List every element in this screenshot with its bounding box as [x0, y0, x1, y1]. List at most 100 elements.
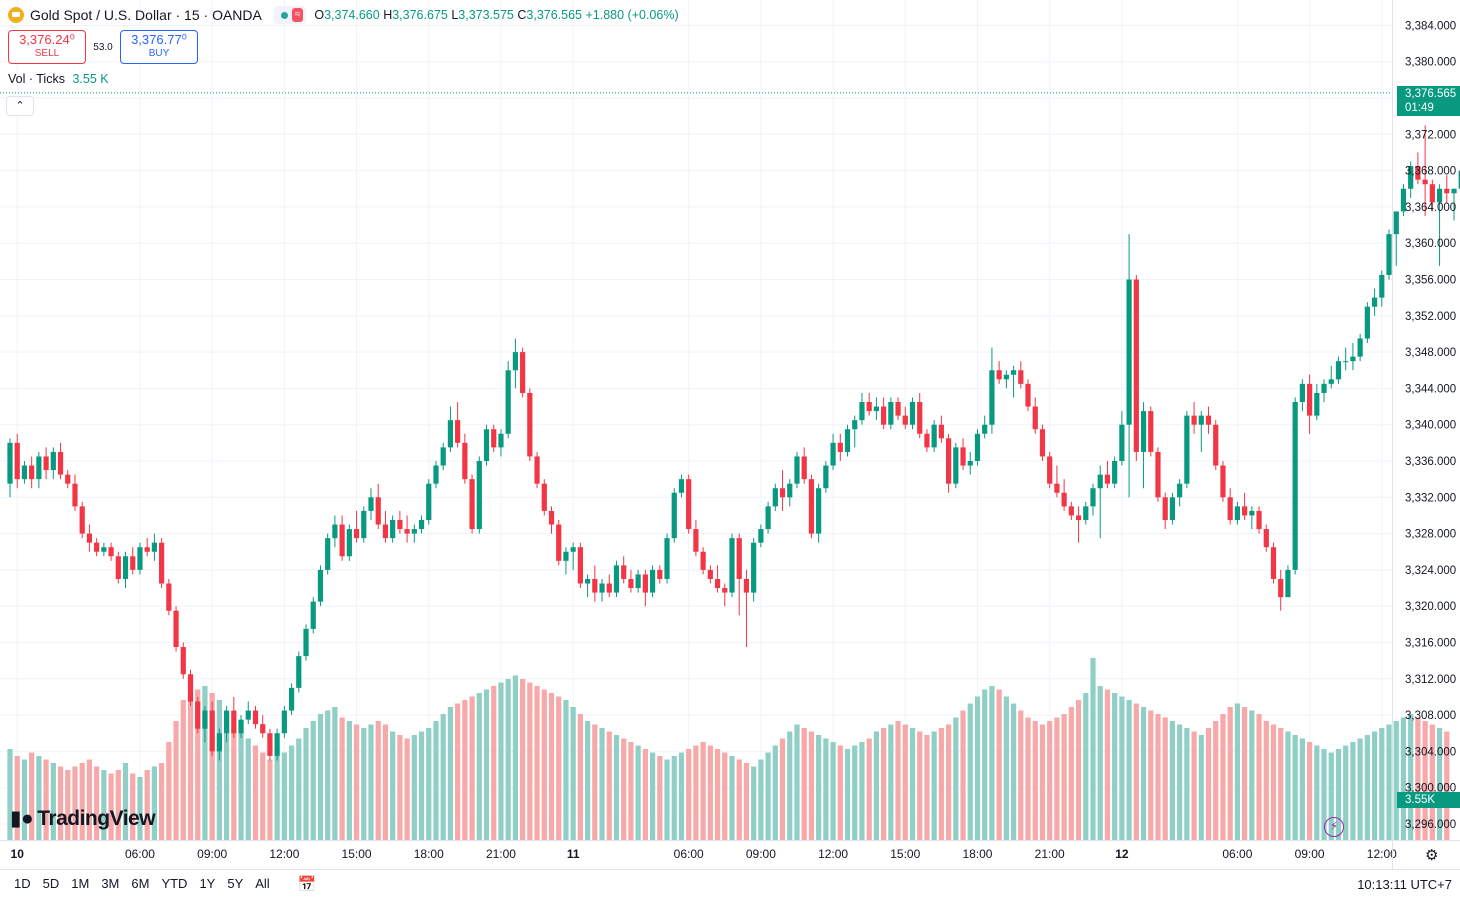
open-label: O: [314, 8, 325, 22]
volume-indicator-legend[interactable]: Vol · Ticks 3.55 K: [8, 72, 109, 86]
candle-body: [447, 420, 454, 448]
volume-bar: [1198, 735, 1204, 840]
volume-bar: [1270, 724, 1277, 840]
candle-body: [159, 542, 165, 584]
volume-bar: [288, 745, 295, 840]
sell-button[interactable]: 3,376.24⁰ SELL: [8, 30, 86, 64]
candle-body: [1148, 411, 1154, 452]
candle-body: [657, 569, 663, 579]
candle-body: [1400, 188, 1407, 212]
volume-bar: [1032, 721, 1038, 840]
candle-body: [1436, 188, 1443, 203]
volume-bar: [1307, 742, 1313, 840]
volume-bar: [520, 679, 526, 840]
volume-bar: [339, 717, 345, 840]
range-3m[interactable]: 3M: [101, 876, 120, 891]
market-status-pill[interactable]: ≈: [273, 6, 307, 24]
candle-body: [635, 574, 641, 589]
volume-bar: [21, 759, 28, 840]
candle-body: [1458, 170, 1460, 189]
candle-body: [1003, 374, 1009, 380]
volume-bar: [678, 752, 685, 840]
calendar-icon[interactable]: 📅: [297, 875, 317, 893]
time-tick-label: 10: [11, 847, 25, 861]
time-tick-label: 09:00: [1295, 847, 1325, 861]
candle-body: [570, 547, 576, 552]
volume-bar: [1422, 721, 1428, 840]
candle-body: [1047, 456, 1053, 484]
spread-value: 53.0: [93, 41, 113, 53]
volume-bar: [1205, 728, 1212, 840]
volume-bar: [830, 742, 836, 840]
candle-body: [1075, 515, 1082, 520]
candle-body: [1379, 274, 1385, 298]
candle-body: [57, 451, 64, 475]
volume-bar: [642, 749, 648, 840]
clock[interactable]: 10:13:11 UTC+7: [1357, 877, 1452, 892]
candle-body: [339, 524, 345, 557]
volume-bar: [101, 770, 107, 840]
volume-bar: [180, 700, 186, 840]
range-1d[interactable]: 1D: [14, 876, 31, 891]
volume-bar: [1148, 710, 1154, 840]
lightning-icon[interactable]: ⚡: [1324, 817, 1344, 837]
candle-body: [779, 488, 786, 498]
range-5d[interactable]: 5D: [42, 876, 60, 891]
volume-bar: [1047, 721, 1053, 840]
volume-bar: [787, 731, 793, 840]
volume-bar: [375, 721, 381, 840]
candle-body: [924, 433, 930, 448]
range-6m[interactable]: 6M: [131, 876, 150, 891]
symbol-title[interactable]: Gold Spot / U.S. Dollar · 15 · OANDA: [30, 7, 262, 23]
volume-bar: [1213, 721, 1219, 840]
buy-button[interactable]: 3,376.77⁰ BUY: [120, 30, 198, 64]
volume-bar: [1371, 731, 1378, 840]
tradingview-watermark: ▮● TradingView: [10, 806, 156, 831]
volume-bar: [173, 721, 179, 840]
gear-icon[interactable]: ⚙: [1425, 847, 1439, 864]
candle-body: [1205, 415, 1212, 425]
volume-bar: [397, 735, 403, 840]
candle-body: [1429, 184, 1435, 203]
volume-bar: [57, 766, 64, 840]
market-open-icon: [280, 11, 288, 19]
candle-body: [1307, 383, 1313, 416]
volume-bar: [224, 714, 230, 840]
candle-body: [72, 483, 78, 507]
candle-body: [144, 547, 150, 552]
candle-body: [130, 556, 136, 570]
range-ytd[interactable]: YTD: [161, 876, 188, 891]
volume-bar: [1314, 745, 1320, 840]
candle-body: [1285, 569, 1291, 598]
candle-body: [606, 583, 612, 593]
time-tick-label: 15:00: [890, 847, 920, 861]
candle-body: [881, 406, 887, 425]
candle-body: [743, 578, 750, 593]
candle-body: [953, 447, 959, 484]
close-label: C: [517, 8, 527, 22]
range-5y[interactable]: 5Y: [227, 876, 244, 891]
volume-bar: [187, 693, 194, 840]
time-tick-label: 11: [567, 847, 580, 861]
candle-body: [765, 506, 771, 530]
range-all[interactable]: All: [255, 876, 270, 891]
volume-bar: [1119, 696, 1125, 840]
range-1y[interactable]: 1Y: [199, 876, 216, 891]
volume-bar: [649, 752, 656, 840]
volume-bar: [946, 724, 952, 840]
candle-body: [714, 578, 721, 589]
candle-body: [224, 710, 230, 734]
volume-bar: [332, 707, 338, 840]
range-1m[interactable]: 1M: [71, 876, 90, 891]
volume-bar: [866, 738, 872, 840]
candle-body: [902, 415, 908, 425]
volume-bar: [94, 766, 100, 840]
candle-body: [686, 479, 692, 530]
volume-bar: [1321, 749, 1327, 840]
candle-body: [823, 465, 829, 489]
candle-body: [231, 710, 237, 734]
candle-body: [556, 524, 562, 561]
chevron-up-icon[interactable]: ⌃: [6, 96, 34, 116]
